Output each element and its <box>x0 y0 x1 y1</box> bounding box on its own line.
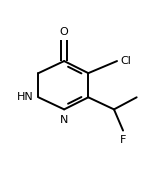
Text: HN: HN <box>17 92 34 102</box>
Text: F: F <box>120 135 126 145</box>
Text: N: N <box>60 116 68 125</box>
Text: O: O <box>60 27 68 37</box>
Text: Cl: Cl <box>120 56 131 66</box>
